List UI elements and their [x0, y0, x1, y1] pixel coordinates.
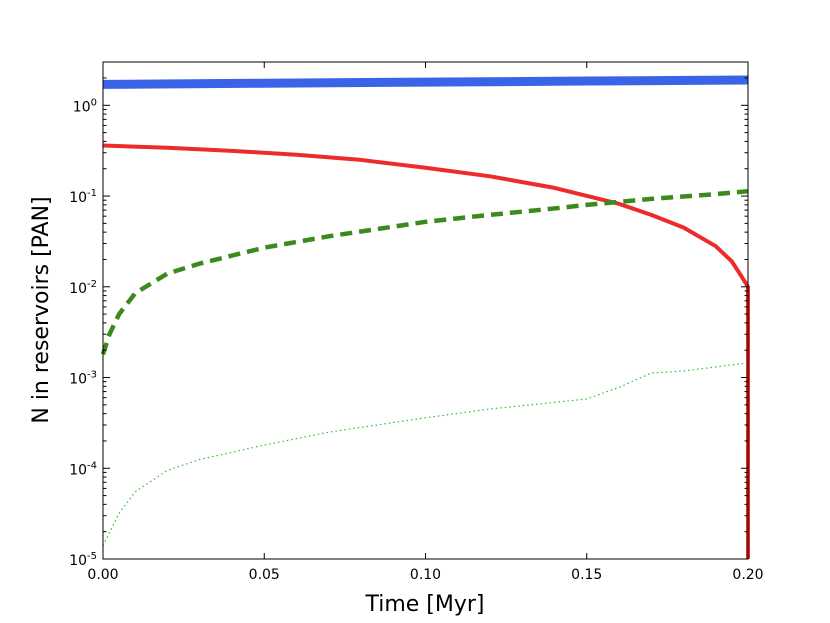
x-axis-title: Time [Myr]	[364, 592, 484, 617]
plot-background	[103, 62, 748, 559]
y-tick-label: 10-3	[69, 370, 97, 388]
x-tick-label: 0.00	[87, 567, 118, 583]
x-tick-label: 0.20	[732, 567, 763, 583]
series-line-3	[100, 188, 749, 356]
y-tick-label: 10-4	[69, 460, 97, 478]
y-tick-label: 100	[73, 97, 97, 115]
x-tick-label: 0.10	[410, 567, 441, 583]
y-tick-label: 10-2	[69, 279, 97, 297]
y-tick-label: 10-5	[69, 551, 97, 569]
series-line-1	[102, 75, 749, 89]
y-axis-title: N in reservoirs [PAN]	[29, 196, 54, 423]
series-layer	[100, 75, 750, 559]
x-tick-label: 0.15	[571, 567, 602, 583]
series-line-2	[102, 143, 750, 559]
y-tick-label: 10-1	[69, 188, 97, 206]
tick-layer: 0.00 0.05 0.10 0.15 0.20 10-5 10-4 10-3 10-2 10-1…	[69, 61, 764, 583]
x-tick-label: 0.05	[249, 567, 280, 583]
